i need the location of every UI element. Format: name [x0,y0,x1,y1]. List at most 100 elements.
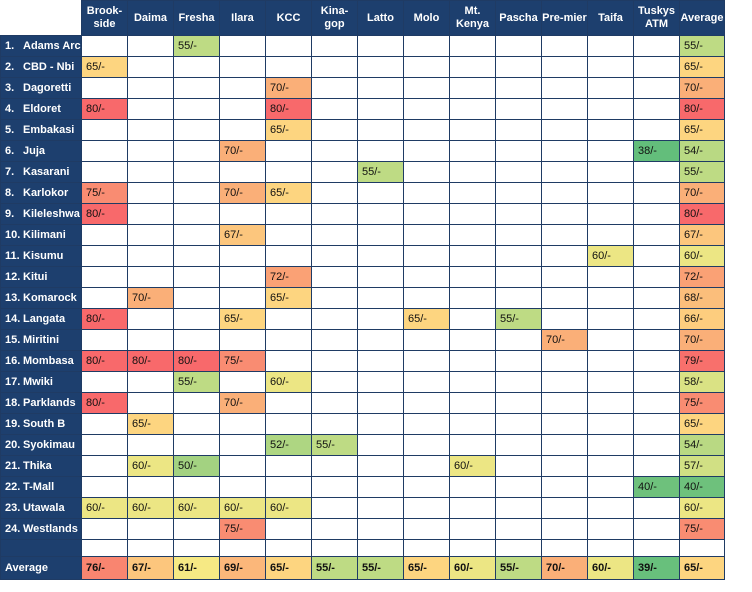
price-cell [587,413,634,435]
price-cell [541,371,588,393]
price-cell [633,350,680,372]
row-number: 14. [5,313,21,325]
price-cell [173,140,220,162]
price-cell [357,77,404,99]
price-cell [81,245,128,267]
price-cell [495,350,542,372]
price-cell [81,413,128,435]
price-cell [633,392,680,414]
price-table: Brook-side Daima Fresha Ilara KCC Kina-gop Lat… [0,0,725,580]
price-cell [81,224,128,246]
price-cell [633,203,680,225]
price-cell [587,371,634,393]
price-cell [127,518,174,540]
price-cell: 60/- [219,497,266,519]
table-row: 17. Mwiki 55/- 60/- 58/- [0,371,725,393]
price-cell [265,203,312,225]
column-header: Daima [127,0,174,36]
price-cell [357,35,404,57]
spacer-row [0,539,725,557]
table-row: 15. Miritini 70/- 70/- [0,329,725,351]
column-header: Ilara [219,0,266,36]
price-cell [127,161,174,183]
header-row: Brook-side Daima Fresha Ilara KCC Kina-gop Lat… [0,0,725,36]
table-row: 23. Utawala 60/- 60/- 60/- 60/- 60/- 60/- [0,497,725,519]
price-cell [403,287,450,309]
price-cell [311,329,358,351]
price-cell [219,434,266,456]
price-cell [541,161,588,183]
location-name: Eldoret [23,103,61,115]
table-row: 21. Thika 60/- 50/- 60/- 57/- [0,455,725,477]
price-cell [403,140,450,162]
row-average-cell: 75/- [679,518,725,540]
price-cell [173,203,220,225]
row-number: 4. [5,103,15,115]
price-cell: 55/- [173,35,220,57]
row-label: 15. Miritini [0,329,82,351]
price-cell: 80/- [265,98,312,120]
column-average-cell: 69/- [219,556,266,580]
price-cell: 65/- [265,287,312,309]
price-cell [449,98,496,120]
table-row: 16. Mombasa 80/- 80/- 80/- 75/- 79/- [0,350,725,372]
price-cell [541,119,588,141]
price-cell [495,98,542,120]
price-cell: 72/- [265,266,312,288]
row-label: 2. CBD - Nbi [0,56,82,78]
row-average-cell: 55/- [679,161,725,183]
price-cell: 80/- [81,392,128,414]
row-label: 23. Utawala [0,497,82,519]
price-cell [127,308,174,330]
price-cell [495,371,542,393]
price-cell [127,329,174,351]
row-label: 12. Kitui [0,266,82,288]
price-cell [357,287,404,309]
row-average-cell: 54/- [679,140,725,162]
price-cell: 40/- [633,476,680,498]
spacer-cell [587,539,634,557]
row-average-cell: 68/- [679,287,725,309]
price-cell [541,287,588,309]
location-name: Kilimani [23,229,66,241]
price-cell [357,371,404,393]
row-label: 3. Dagoretti [0,77,82,99]
row-number: 20. [5,439,21,451]
price-cell [311,224,358,246]
price-cell [495,182,542,204]
price-cell [265,476,312,498]
column-average-cell: 60/- [449,556,496,580]
row-number: 10. [5,229,21,241]
location-name: Mwiki [23,376,53,388]
price-cell [81,266,128,288]
column-header: Pre-mier [541,0,588,36]
price-cell [633,119,680,141]
price-cell [633,434,680,456]
price-cell [633,518,680,540]
price-cell [587,35,634,57]
price-cell [449,119,496,141]
price-cell: 52/- [265,434,312,456]
table-row: 20. Syokimau 52/- 55/- 54/- [0,434,725,456]
location-name: Dagoretti [23,82,72,94]
price-cell [633,182,680,204]
row-number: 5. [5,124,15,136]
table-corner [0,0,82,36]
price-cell [403,518,450,540]
price-cell [311,413,358,435]
price-cell [541,392,588,414]
price-cell: 65/- [265,119,312,141]
price-cell: 70/- [219,140,266,162]
price-cell [173,392,220,414]
price-cell [219,413,266,435]
price-cell [587,224,634,246]
table-row: 18. Parklands 80/- 70/- 75/- [0,392,725,414]
location-name: Kisumu [23,250,64,262]
price-cell [357,266,404,288]
price-cell [495,392,542,414]
location-name: Miritini [23,334,60,346]
row-label: 19. South B [0,413,82,435]
price-cell: 70/- [541,329,588,351]
price-cell [541,413,588,435]
price-cell [127,224,174,246]
